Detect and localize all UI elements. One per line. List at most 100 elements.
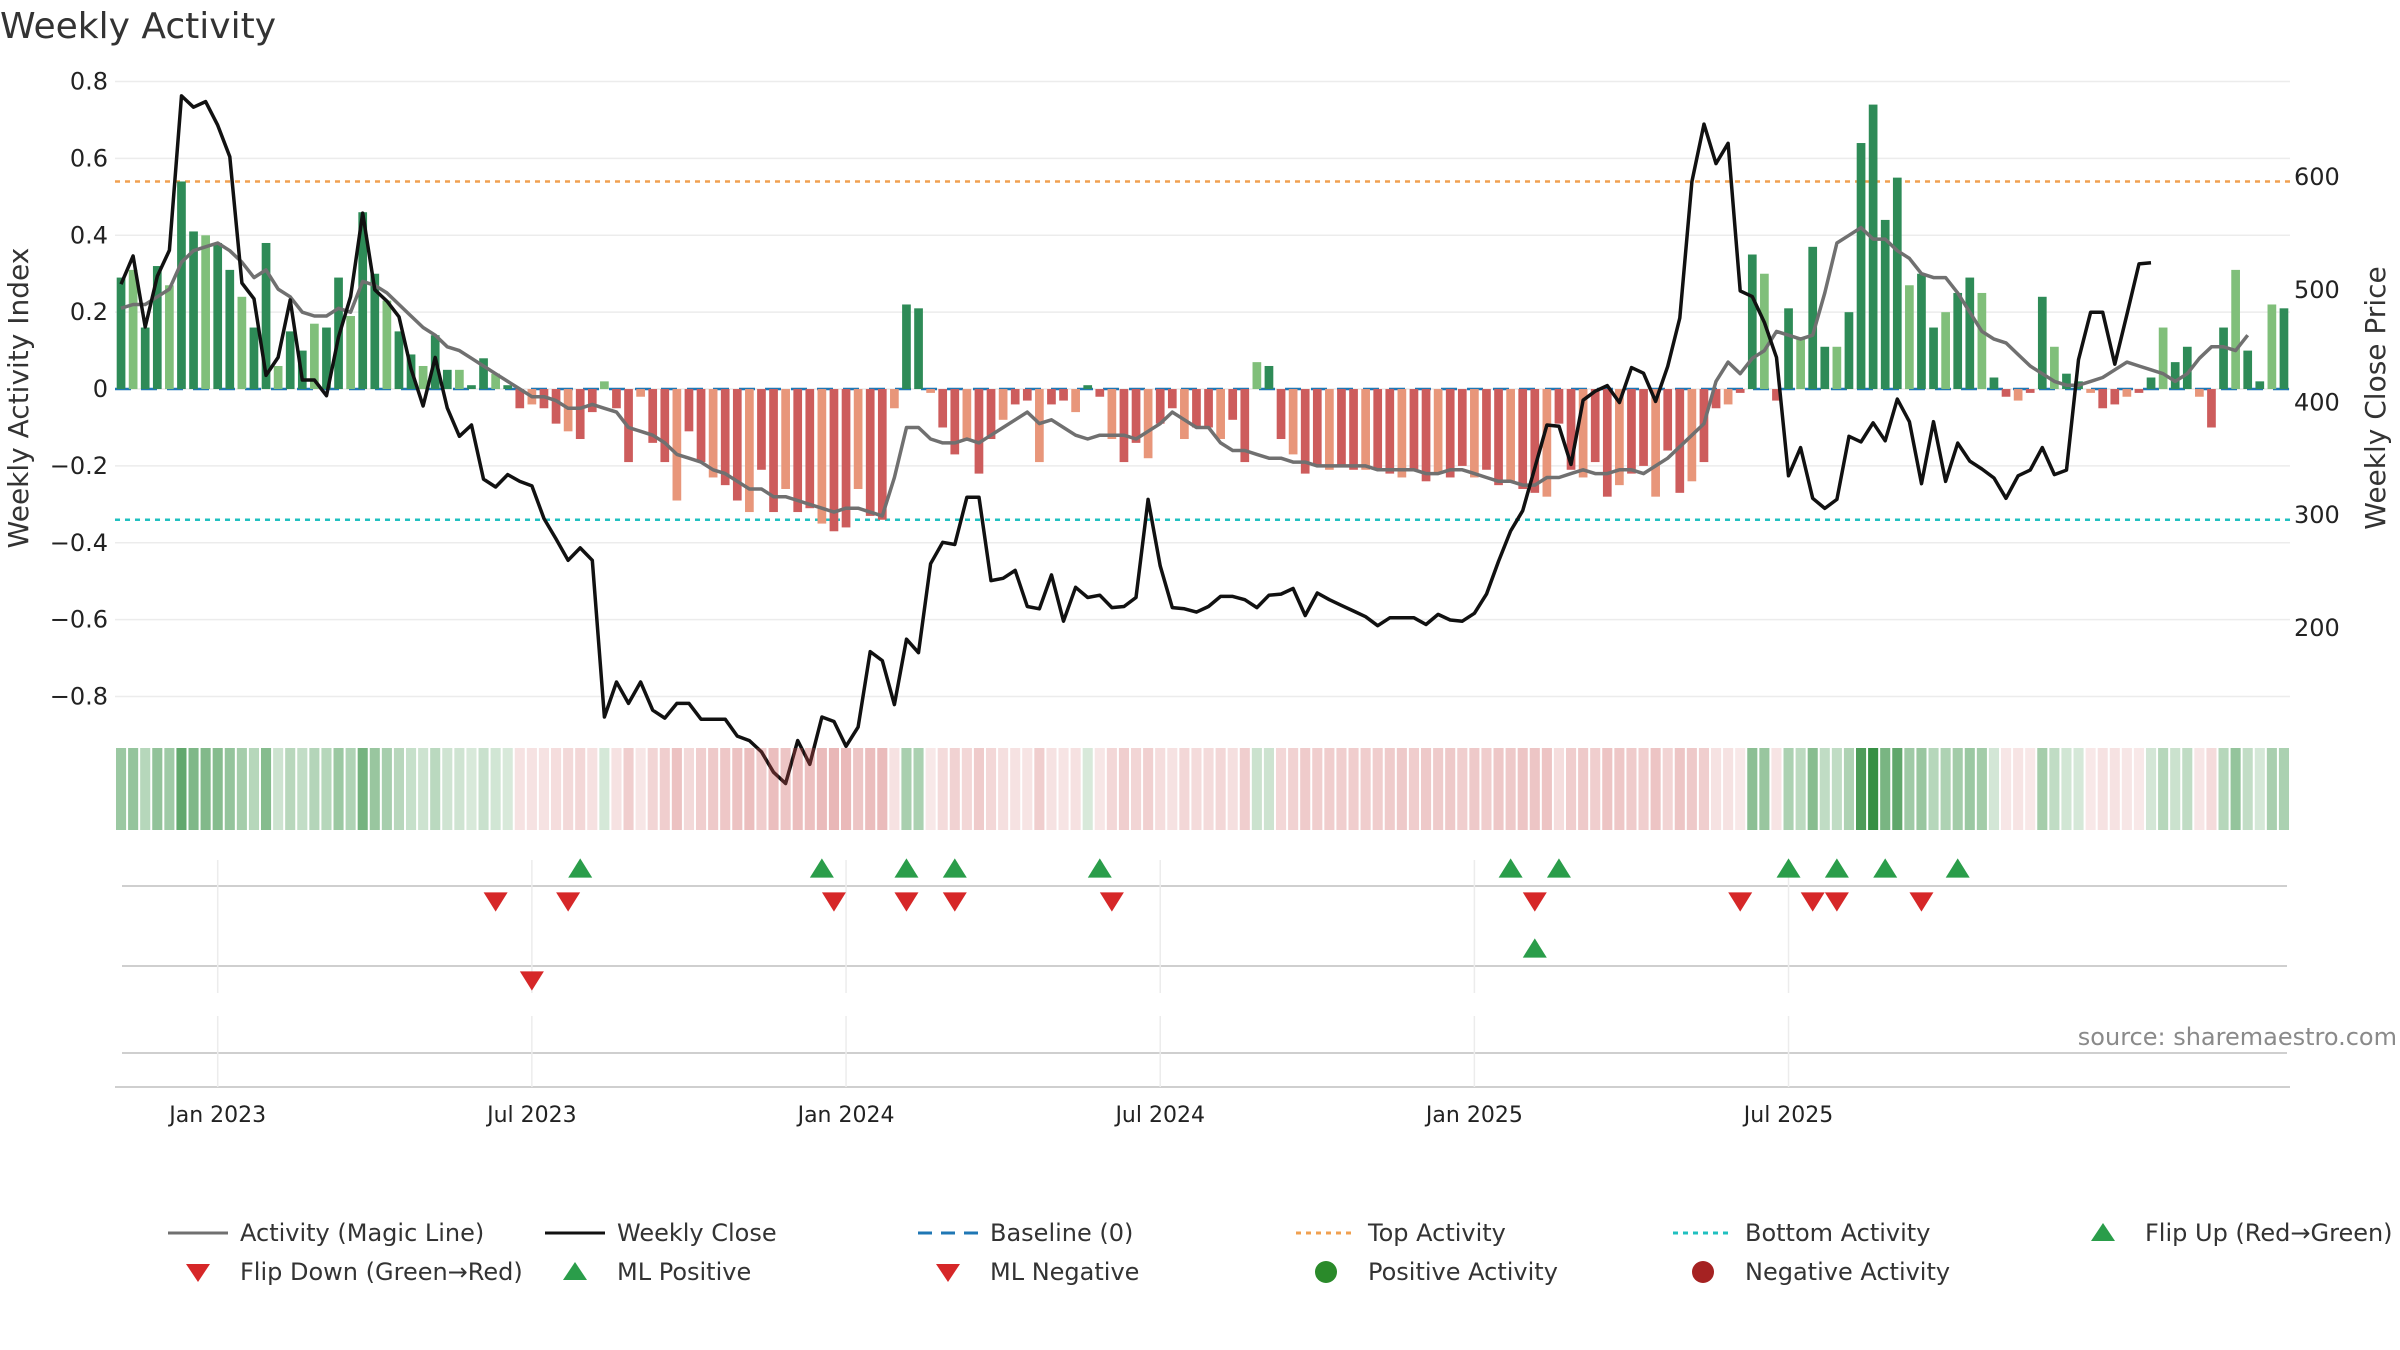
activity-bar — [2122, 389, 2132, 397]
activity-bar — [1905, 285, 1914, 390]
heat-cell — [2037, 748, 2048, 830]
heat-cell — [1106, 748, 1117, 830]
activity-bar — [503, 385, 513, 390]
heat-cell — [140, 748, 151, 830]
heat-cell — [2218, 748, 2229, 830]
heat-cell — [1263, 748, 1274, 830]
heat-cell — [877, 748, 888, 830]
heat-cell — [466, 748, 477, 830]
heat-cell — [1070, 748, 1081, 830]
heat-cell — [1300, 748, 1311, 830]
heat-cell — [212, 748, 223, 830]
activity-bar — [890, 389, 899, 409]
heat-cell — [1566, 748, 1577, 830]
activity-bar — [382, 300, 392, 390]
left-tick-label: −0.4 — [50, 529, 108, 557]
heat-cell — [1433, 748, 1444, 830]
activity-bar — [1143, 389, 1153, 459]
legend-label: Activity (Magic Line) — [240, 1219, 484, 1247]
activity-bar — [358, 212, 368, 390]
activity-bar — [1192, 389, 1201, 428]
activity-bar — [1095, 389, 1105, 397]
legend-item-baseline: Baseline (0) — [918, 1219, 1133, 1247]
signal-rows — [115, 860, 2290, 1088]
activity-bar — [213, 242, 223, 390]
activity-bar — [2134, 389, 2144, 393]
heat-cell — [454, 748, 465, 830]
activity-bar — [1180, 389, 1189, 440]
legend-swatch — [1315, 1261, 1337, 1283]
heat-cell — [1928, 748, 1939, 830]
heat-cell — [309, 748, 320, 830]
activity-bar — [1252, 362, 1262, 390]
activity-bar — [1409, 389, 1419, 470]
flip-up-marker — [1498, 858, 1523, 878]
right-axis-label: Weekly Close Price — [2359, 266, 2392, 529]
activity-bar — [394, 331, 404, 390]
activity-bar — [1240, 389, 1250, 463]
heat-cell — [381, 748, 392, 830]
legend-item-negative-activity: Negative Activity — [1692, 1258, 1950, 1286]
activity-bar — [442, 369, 452, 390]
activity-bar — [225, 269, 235, 390]
source-credit: source: sharemaestro.com — [2078, 1023, 2397, 1051]
heat-cell — [2061, 748, 2072, 830]
heat-cell — [1457, 748, 1468, 830]
legend-item-weekly-close: Weekly Close — [545, 1219, 777, 1247]
heat-cell — [792, 748, 803, 830]
heat-cell — [333, 748, 344, 830]
x-tick-label: Jan 2024 — [796, 1103, 895, 1128]
heat-cell — [2085, 748, 2096, 830]
heat-cell — [2182, 748, 2193, 830]
heat-cell — [224, 748, 235, 830]
activity-bar — [1723, 389, 1733, 405]
heat-cell — [1010, 748, 1021, 830]
activity-bar — [2255, 381, 2265, 390]
activity-bar — [2158, 327, 2168, 390]
heat-cell — [1553, 748, 1564, 830]
heat-cell — [744, 748, 755, 830]
heat-cell — [949, 748, 960, 830]
heat-cell — [1952, 748, 1963, 830]
heat-cell — [236, 748, 247, 830]
activity-bar — [1542, 389, 1552, 497]
heat-cell — [164, 748, 175, 830]
activity-bar — [1288, 389, 1298, 455]
activity-bar — [1445, 389, 1455, 478]
heat-cell — [1988, 748, 1999, 830]
heat-cell — [1819, 748, 1830, 830]
activity-bar — [1167, 389, 1177, 409]
activity-bar — [720, 389, 730, 486]
gridlines — [115, 80, 2290, 698]
activity-bar — [1155, 389, 1165, 424]
left-tick-label: −0.2 — [50, 452, 108, 480]
activity-bar — [2279, 308, 2289, 390]
activity-bar — [310, 323, 319, 390]
heat-cell — [1698, 748, 1709, 830]
heat-cell — [1517, 748, 1528, 830]
activity-bar — [467, 385, 476, 390]
heat-cell — [393, 748, 404, 830]
activity-bar — [1337, 389, 1346, 466]
heat-cell — [756, 748, 767, 830]
left-tick-label: 0.8 — [70, 68, 108, 96]
legend-label: ML Positive — [617, 1258, 751, 1286]
activity-bar — [986, 389, 996, 440]
heat-cell — [2133, 748, 2144, 830]
heat-cell — [1735, 748, 1746, 830]
flip-up-marker — [1873, 858, 1898, 878]
right-tick-label: 600 — [2294, 163, 2340, 191]
right-tick-label: 500 — [2294, 276, 2340, 304]
activity-bar — [636, 389, 645, 397]
heat-cell — [2121, 748, 2132, 830]
activity-bar — [781, 389, 790, 489]
chart-title: Weekly Activity — [0, 6, 276, 47]
left-tick-label: −0.8 — [50, 683, 108, 711]
flip-up-marker — [894, 858, 919, 878]
activity-bar — [587, 389, 597, 413]
heat-cell — [357, 748, 368, 830]
activity-bar — [648, 389, 658, 443]
activity-bar — [1083, 385, 1093, 390]
heat-cell — [1191, 748, 1202, 830]
